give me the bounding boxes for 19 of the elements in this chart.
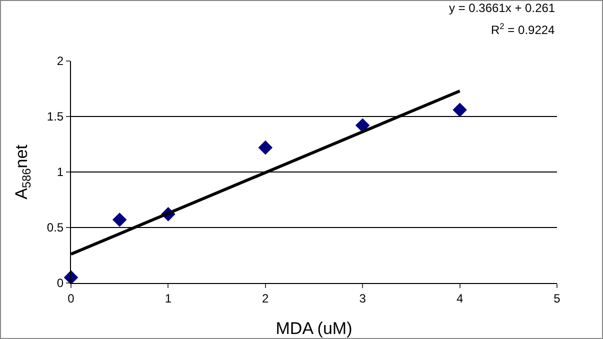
y-tick-label: 2 [56, 54, 64, 68]
x-tick-label: 5 [554, 291, 561, 306]
point [112, 212, 127, 227]
y-tick-label: 1 [56, 165, 64, 180]
point [64, 270, 78, 285]
text: y = 0.3661x + 0.261 [449, 1, 556, 15]
y-tick-label: 1.5 [46, 110, 64, 124]
y-tick-label: 0 [56, 276, 64, 290]
x-tick-label: 3 [359, 291, 366, 306]
text: R$^{2}$ = 0.9224 [491, 21, 556, 38]
y-tick-label: 0.5 [46, 220, 64, 235]
point [355, 118, 370, 133]
point [258, 140, 273, 155]
x-tick-label: 4 [456, 291, 464, 306]
x-tick-label: 2 [262, 291, 270, 306]
x-tick-label: 1 [164, 291, 172, 306]
point [452, 102, 467, 117]
x-tick-label: 0 [68, 291, 75, 306]
x-axis-title: MDA (uM) [276, 319, 352, 338]
